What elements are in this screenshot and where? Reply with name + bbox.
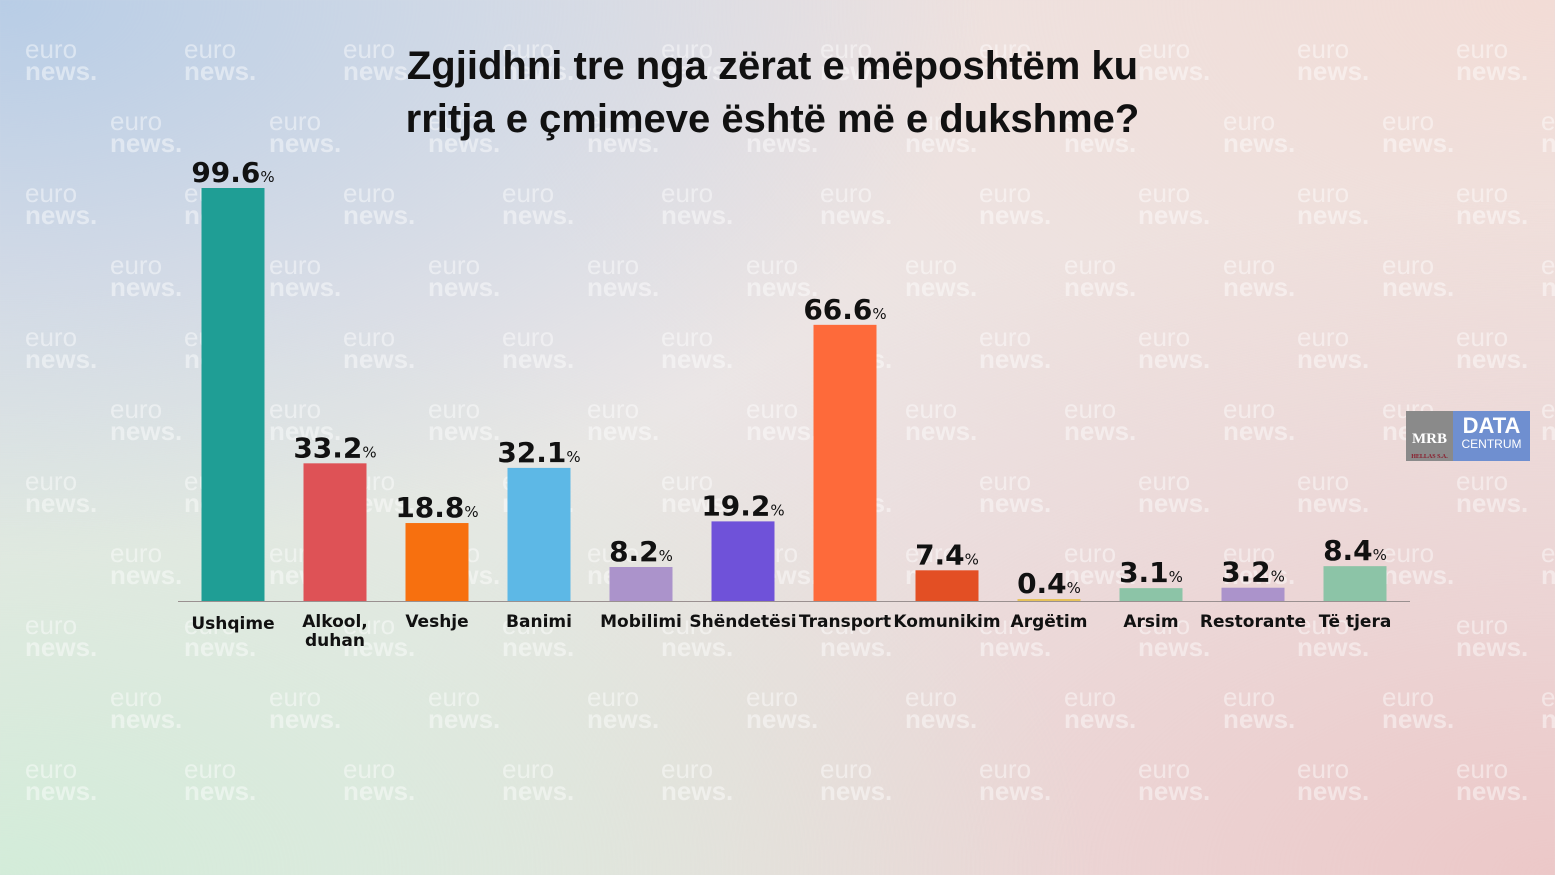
bar (303, 463, 367, 601)
bar (201, 188, 265, 601)
category-label: Komunikim (893, 612, 1000, 632)
data-label: 3.2% (1221, 556, 1285, 589)
bar (1017, 599, 1081, 601)
category-label: Shëndetësi (689, 612, 796, 632)
data-label: 8.4% (1323, 534, 1387, 567)
data-centrum-logo: DATA CENTRUM (1453, 411, 1530, 461)
category-label: Banimi (506, 612, 572, 632)
data-label: 18.8% (395, 491, 478, 524)
bar (711, 521, 775, 601)
category-label: Mobilimi (600, 612, 682, 632)
data-label: 99.6% (191, 156, 274, 189)
data-label: 7.4% (915, 538, 979, 571)
bar (1119, 588, 1183, 601)
data-label: 66.6% (803, 293, 886, 326)
category-label: Arsim (1123, 612, 1178, 632)
bar (405, 523, 469, 601)
data-label: 0.4% (1017, 567, 1081, 600)
bar (1221, 587, 1285, 601)
data-label: 8.2% (609, 535, 673, 568)
category-label: Restorante (1200, 612, 1306, 632)
data-label: 3.1% (1119, 556, 1183, 589)
mrb-data-centrum-logo: MRB HELLAS S.A. DATA CENTRUM (1406, 411, 1530, 461)
category-label: Transport (799, 612, 891, 632)
category-label: Argëtim (1011, 612, 1088, 632)
category-label: Të tjera (1319, 612, 1392, 632)
bar (609, 566, 673, 601)
category-label: Veshje (405, 612, 468, 632)
data-label: 33.2% (293, 431, 376, 464)
category-label: Ushqime (191, 614, 274, 634)
data-label: 32.1% (497, 436, 580, 469)
mrb-logo: MRB HELLAS S.A. (1406, 411, 1453, 461)
bar (1323, 566, 1387, 601)
chart-title: Zgjidhni tre nga zërat e mëposhtëm ku rr… (0, 40, 1545, 146)
title-line-2: rritja e çmimeve është më e dukshme? (405, 97, 1140, 141)
data-label: 19.2% (701, 489, 784, 522)
bar (915, 570, 979, 601)
bar (507, 467, 571, 601)
category-label: Alkool, duhan (302, 612, 367, 651)
bar (813, 324, 877, 601)
title-line-1: Zgjidhni tre nga zërat e mëposhtëm ku (406, 44, 1139, 88)
